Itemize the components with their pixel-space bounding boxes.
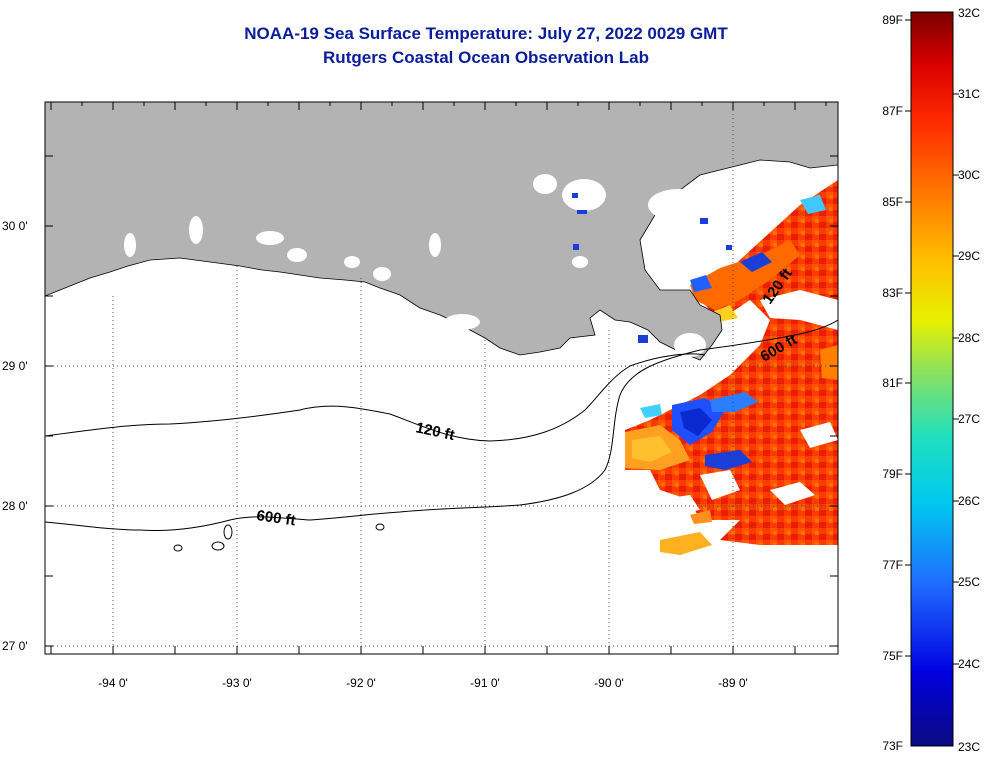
fahrenheit-label: 75F xyxy=(882,649,903,663)
map-area xyxy=(45,102,838,654)
map-ticks xyxy=(45,102,838,654)
map-frame xyxy=(44,101,839,655)
lon-label: -93 0' xyxy=(222,676,252,690)
celsius-label: 27C xyxy=(958,412,980,426)
land-mass xyxy=(45,102,838,361)
lon-label: -89 0' xyxy=(718,676,748,690)
fahrenheit-label: 85F xyxy=(882,195,903,209)
lon-label: -90 0' xyxy=(594,676,624,690)
celsius-label: 28C xyxy=(958,331,980,345)
celsius-label: 24C xyxy=(958,657,980,671)
colorbar-ticks xyxy=(905,19,959,665)
lon-label: -92 0' xyxy=(346,676,376,690)
contour-label-600ft: 600 ft xyxy=(255,507,296,529)
fahrenheit-label: 83F xyxy=(882,286,903,300)
fahrenheit-label: 89F xyxy=(882,13,903,27)
fahrenheit-label: 73F xyxy=(882,739,903,753)
lat-label: 29 0' xyxy=(2,359,28,373)
fahrenheit-label: 87F xyxy=(882,104,903,118)
lon-label: -91 0' xyxy=(470,676,500,690)
latitude-labels: 30 0' 29 0' 28 0' 27 0' xyxy=(2,219,28,653)
celsius-label: 23C xyxy=(958,740,980,754)
sst-data-swath xyxy=(625,180,838,555)
inland-sst-patches xyxy=(572,193,732,343)
celsius-label: 32C xyxy=(958,6,980,20)
celsius-label: 30C xyxy=(958,168,980,182)
celsius-label: 31C xyxy=(958,87,980,101)
lat-label: 27 0' xyxy=(2,639,28,653)
graticule xyxy=(45,102,838,654)
celsius-label: 26C xyxy=(958,494,980,508)
lat-label: 30 0' xyxy=(2,219,28,233)
map-title: NOAA-19 Sea Surface Temperature: July 27… xyxy=(244,24,728,43)
map-subtitle: Rutgers Coastal Ocean Observation Lab xyxy=(323,48,649,67)
temperature-colorbar xyxy=(910,11,954,747)
lat-label: 28 0' xyxy=(2,499,28,513)
fahrenheit-label: 77F xyxy=(882,558,903,572)
lon-label: -94 0' xyxy=(98,676,128,690)
fahrenheit-label: 79F xyxy=(882,467,903,481)
colorbar-fahrenheit-labels: 89F 87F 85F 83F 81F 79F 77F 75F 73F xyxy=(882,13,903,753)
celsius-label: 25C xyxy=(958,575,980,589)
celsius-label: 29C xyxy=(958,249,980,263)
bathymetry-contours xyxy=(45,319,838,552)
colorbar-celsius-labels: 32C 31C 30C 29C 28C 27C 26C 25C 24C 23C xyxy=(958,6,980,754)
fahrenheit-label: 81F xyxy=(882,376,903,390)
longitude-labels: -94 0' -93 0' -92 0' -91 0' -90 0' -89 0… xyxy=(98,676,748,690)
